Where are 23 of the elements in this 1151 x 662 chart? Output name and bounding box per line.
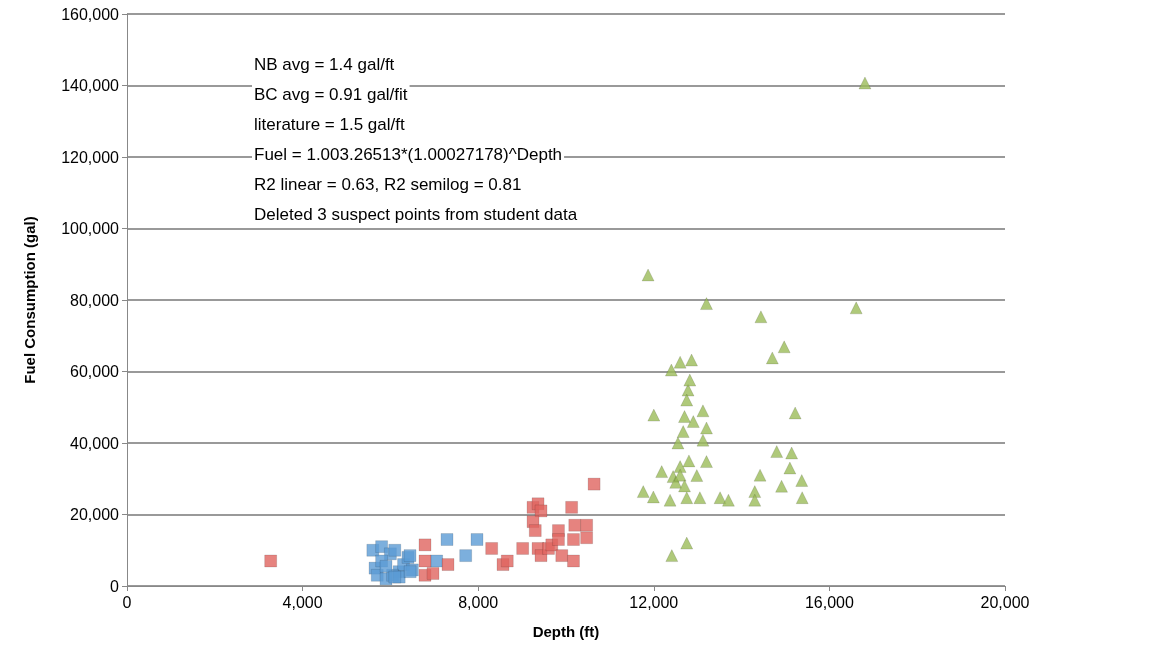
x-tick-label: 8,000 (458, 593, 499, 611)
y-tick-label: 20,000 (70, 506, 120, 523)
y-tick-label: 80,000 (70, 291, 120, 309)
y-tick-label: 120,000 (61, 148, 120, 166)
annotation: literature = 1.5 gal/ft (254, 115, 405, 134)
x-tick-label: 12,000 (629, 593, 679, 611)
annotation: Deleted 3 suspect points from student data (254, 205, 578, 224)
y-tick-label: 60,000 (70, 363, 120, 380)
annotation: Fuel = 1.003.26513*(1.00027178)^Depth (254, 145, 563, 164)
annotation: NB avg = 1.4 gal/ft (254, 55, 395, 74)
x-tick-label: 4,000 (282, 593, 323, 611)
x-tick-label: 0 (122, 593, 132, 611)
y-tick-label: 140,000 (61, 77, 120, 94)
y-tick-label: 100,000 (61, 220, 120, 237)
y-axis-title: Fuel Consumption (gal) (21, 216, 38, 384)
annotation: R2 linear = 0.63, R2 semilog = 0.81 (254, 175, 522, 194)
y-tick-label: 160,000 (61, 5, 120, 23)
x-tick-label: 20,000 (980, 593, 1030, 611)
x-tick-label: 16,000 (804, 593, 854, 611)
y-tick-label: 0 (110, 577, 120, 595)
x-axis-title: Depth (ft) (532, 623, 600, 640)
annotation: BC avg = 0.91 gal/fit (254, 85, 408, 104)
y-tick-label: 40,000 (70, 434, 120, 452)
